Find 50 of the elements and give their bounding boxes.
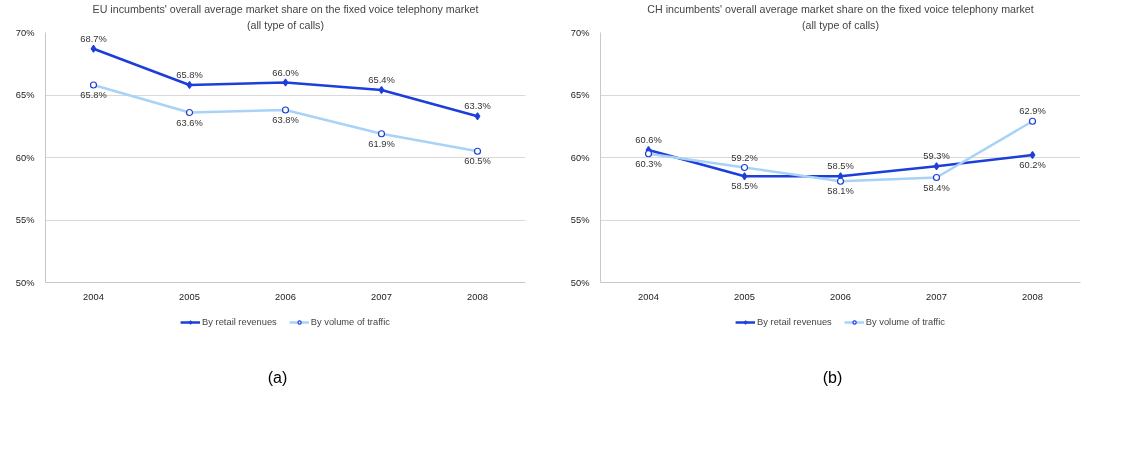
data-label: 63.8% [272, 115, 299, 125]
y-tick-label: 65% [570, 90, 590, 100]
chart-title: EU incumbents' overall average market share on the fixed voice telephony market [92, 2, 479, 15]
y-tick-label: 60% [15, 152, 35, 163]
data-label: 63.6% [176, 117, 203, 128]
legend-label: By volume of traffic [310, 317, 390, 327]
data-label: 59.3% [923, 151, 950, 162]
x-tick-label: 2008 [1022, 291, 1043, 302]
data-label: 58.5% [731, 181, 758, 192]
x-tick-label: 2007 [371, 291, 392, 302]
text: (a) [267, 368, 288, 388]
x-tick-label: 2004 [638, 291, 659, 302]
data-label: 60.3% [635, 158, 662, 169]
legend-label: By retail revenues [202, 317, 277, 327]
text: (b) [822, 368, 843, 388]
data-label: 58.5% [827, 161, 854, 172]
data-label: 66.0% [272, 67, 299, 78]
y-tick-label: 50% [15, 277, 35, 288]
chart-subtitle: (all type of calls) [247, 18, 325, 31]
x-tick-label: 2007 [926, 291, 947, 302]
y-tick-label: 70% [15, 27, 35, 38]
data-label: 65.8% [80, 90, 107, 100]
x-tick-label: 2008 [467, 291, 488, 302]
chart-title: CH incumbents' overall average market share on the fixed voice telephony market [647, 2, 1034, 15]
y-tick-label: 55% [570, 215, 590, 225]
x-tick-label: 2006 [275, 291, 296, 302]
data-label: 62.9% [1019, 106, 1046, 117]
data-label: 65.4% [368, 75, 395, 85]
legend-label: By volume of traffic [865, 317, 945, 327]
data-label: 68.7% [80, 33, 107, 44]
data-label: 65.8% [176, 70, 203, 80]
x-tick-label: 2005 [734, 291, 755, 302]
chart-subtitle: (all type of calls) [802, 18, 880, 31]
y-tick-label: 55% [15, 215, 35, 225]
data-label: 58.4% [923, 182, 950, 193]
data-label: 60.6% [635, 135, 662, 145]
data-label: 63.3% [464, 101, 491, 112]
x-tick-label: 2005 [179, 291, 200, 302]
x-tick-label: 2006 [830, 291, 851, 302]
data-label: 60.2% [1019, 160, 1046, 170]
legend-label: By retail revenues [757, 317, 832, 327]
x-tick-label: 2004 [83, 291, 104, 302]
y-tick-label: 65% [15, 90, 35, 100]
y-tick-label: 50% [570, 277, 590, 288]
y-tick-label: 70% [570, 27, 590, 38]
data-label: 61.9% [368, 138, 395, 149]
data-label: 58.1% [827, 186, 854, 197]
data-label: 60.5% [464, 156, 491, 167]
data-label: 59.2% [731, 152, 758, 163]
y-tick-label: 60% [570, 152, 590, 163]
